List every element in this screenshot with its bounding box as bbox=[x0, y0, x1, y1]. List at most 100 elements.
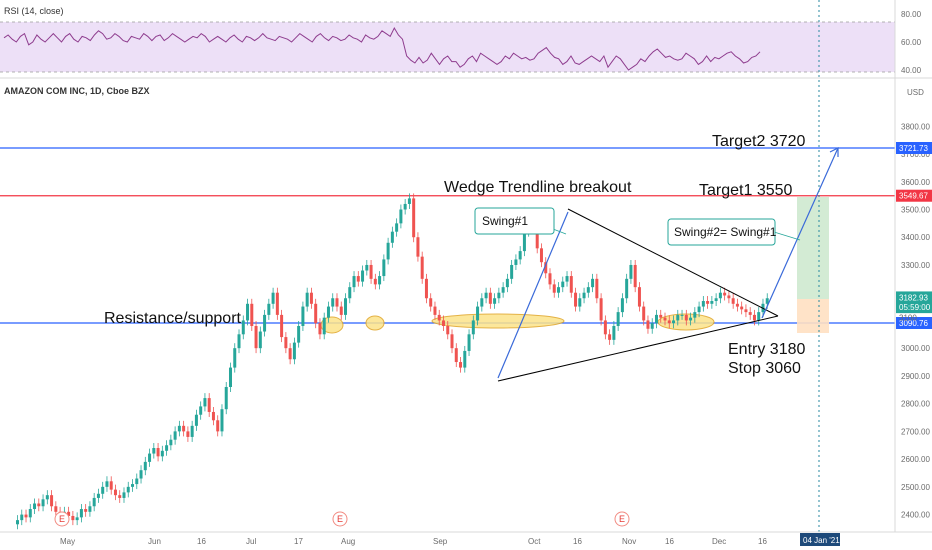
candle-body bbox=[263, 314, 267, 332]
candle-body bbox=[24, 514, 28, 518]
level-badge bbox=[896, 142, 932, 154]
x-tick-label: May bbox=[60, 537, 75, 546]
candle-body bbox=[718, 292, 722, 299]
candle-body bbox=[92, 497, 96, 507]
candle-body bbox=[565, 276, 569, 282]
candle-body bbox=[37, 503, 41, 507]
candle-body bbox=[228, 367, 232, 388]
candle-body bbox=[318, 323, 322, 335]
candle-body bbox=[514, 259, 518, 265]
candle-body bbox=[67, 511, 71, 516]
candle-body bbox=[182, 425, 186, 432]
candle-body bbox=[216, 420, 220, 432]
candle-body bbox=[505, 278, 509, 288]
candle-body bbox=[497, 292, 501, 299]
candle-body bbox=[459, 362, 463, 368]
level-badge bbox=[896, 189, 932, 202]
candle-body bbox=[493, 298, 497, 304]
x-tick-label: 16 bbox=[758, 537, 767, 546]
candle-body bbox=[476, 306, 480, 321]
earnings-marker[interactable]: E bbox=[614, 511, 630, 527]
rsi-panel: RSI (14, close) 80.00 60.00 40.00 bbox=[0, 6, 922, 75]
candle-body bbox=[450, 334, 454, 349]
wedge-lower-line bbox=[497, 315, 779, 382]
candle-body bbox=[603, 320, 607, 335]
x-tick-label: 16 bbox=[573, 537, 582, 546]
candle-body bbox=[139, 470, 143, 479]
x-tick-label: 17 bbox=[294, 537, 303, 546]
candle-body bbox=[369, 264, 373, 279]
x-tick-label: 16 bbox=[665, 537, 674, 546]
candle-body bbox=[169, 439, 173, 446]
candle-body bbox=[173, 431, 177, 440]
candle-body bbox=[569, 276, 573, 293]
candle-body bbox=[352, 276, 356, 288]
candle-body bbox=[203, 398, 207, 407]
candle-body bbox=[105, 481, 109, 487]
candle-body bbox=[190, 425, 194, 437]
candle-body bbox=[552, 284, 556, 293]
candle-body bbox=[382, 259, 386, 277]
candle-body bbox=[160, 450, 164, 457]
candle-body bbox=[101, 486, 105, 494]
candle-body bbox=[258, 331, 262, 349]
rsi-axis: 80.00 60.00 40.00 bbox=[901, 10, 922, 75]
candle-body bbox=[79, 509, 83, 518]
candle-body bbox=[284, 337, 288, 349]
candles bbox=[16, 193, 769, 530]
candle-body bbox=[463, 350, 467, 368]
candle-body bbox=[403, 203, 407, 210]
candle-body bbox=[539, 248, 543, 263]
candle-body bbox=[118, 495, 122, 498]
price-tick-label: 2500.00 bbox=[901, 483, 930, 492]
earnings-marker[interactable]: E bbox=[332, 511, 348, 527]
candle-body bbox=[194, 414, 198, 426]
candle-body bbox=[620, 298, 624, 313]
candle-body bbox=[701, 301, 705, 307]
candle-body bbox=[591, 278, 595, 288]
price-tick-label: 2800.00 bbox=[901, 400, 930, 409]
candle-body bbox=[386, 242, 390, 260]
candle-body bbox=[574, 292, 578, 307]
candle-body bbox=[348, 287, 352, 299]
candle-body bbox=[637, 287, 641, 307]
entry-label: Entry 3180 bbox=[728, 341, 805, 358]
candle-body bbox=[446, 325, 450, 335]
candle-body bbox=[407, 198, 411, 204]
candle-body bbox=[471, 320, 475, 335]
price-tick-label: 3300.00 bbox=[901, 261, 930, 270]
rsi-line bbox=[3, 26, 761, 71]
candle-body bbox=[186, 431, 190, 437]
candle-body bbox=[28, 509, 32, 518]
candle-body bbox=[131, 484, 135, 487]
swing2-arrowhead bbox=[829, 147, 839, 157]
price-title: AMAZON COM INC, 1D, Cboe BZX bbox=[4, 86, 150, 96]
candle-body bbox=[148, 453, 152, 462]
x-tick-label: Jul bbox=[246, 537, 256, 546]
rsi-title: RSI (14, close) bbox=[4, 6, 64, 16]
candle-body bbox=[633, 264, 637, 288]
earnings-marker[interactable]: E bbox=[54, 511, 70, 527]
candle-body bbox=[467, 334, 471, 351]
candle-body bbox=[16, 520, 19, 525]
currency-label: USD bbox=[907, 88, 924, 97]
swing1-callout bbox=[474, 207, 555, 235]
support-highlight bbox=[365, 315, 385, 331]
stop-label: Stop 3060 bbox=[728, 360, 801, 377]
candle-body bbox=[744, 309, 748, 313]
candle-body bbox=[309, 292, 313, 304]
swing2-arrow bbox=[761, 147, 839, 319]
candle-body bbox=[663, 317, 667, 321]
candle-body bbox=[510, 264, 514, 279]
candle-body bbox=[535, 226, 539, 249]
candle-body bbox=[654, 314, 658, 324]
candle-body bbox=[659, 314, 663, 318]
candle-body bbox=[305, 292, 309, 307]
candle-body bbox=[642, 306, 646, 321]
candle-body bbox=[522, 231, 526, 252]
date-highlight-label: 04 Jan '21 bbox=[803, 536, 840, 545]
candle-body bbox=[250, 303, 254, 326]
x-axis: May Jun 16 Jul 17 Aug Sep Oct 16 Nov 16 Dec 16 bbox=[60, 537, 767, 546]
